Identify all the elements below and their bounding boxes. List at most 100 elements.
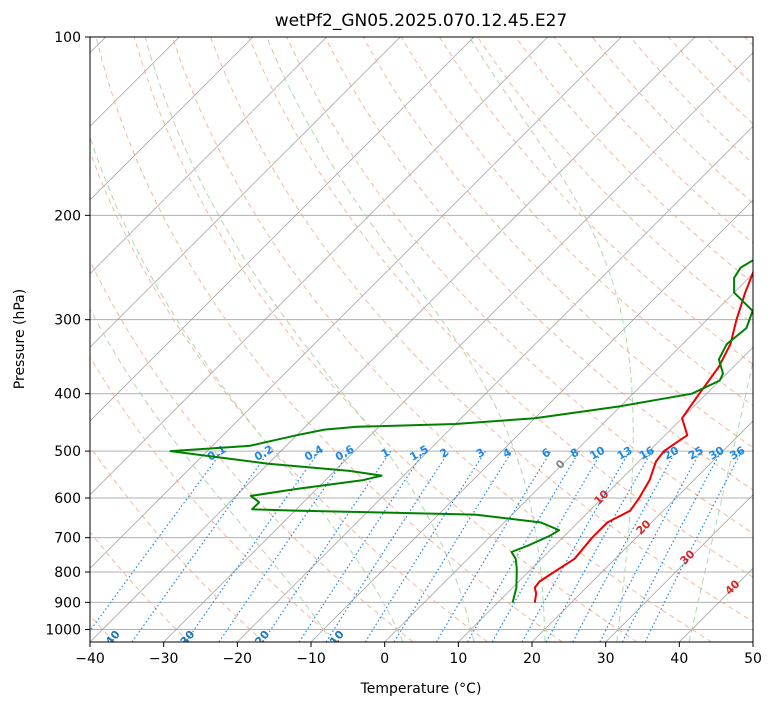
temperature-point [663,450,665,452]
dewpoint-point [529,544,531,546]
isotherm-line [90,37,622,569]
dry-adiabat [286,37,753,534]
mixing-ratio-line [545,450,653,642]
dry-adiabat-label: -40 [100,628,123,652]
dry-adiabat [90,356,339,642]
dewpoint-point [323,429,326,431]
dewpoint-point [348,470,351,472]
mixing-ratio-line [364,450,486,642]
temperature-point [681,417,683,419]
x-tick-label: 40 [670,651,688,667]
dry-adiabat [706,37,753,86]
temperature-point [591,537,593,539]
temperature-point [648,479,651,481]
x-tick-label: 10 [449,651,467,667]
moist-adiabat [469,37,634,642]
mixing-ratio-label: 36 [727,444,747,463]
x-axis-label: Temperature (°C) [360,681,482,697]
mixing-ratio-label: 1 [379,446,392,461]
isotherm-line [163,52,753,642]
temperature-point [638,497,640,499]
temperature-point [686,434,688,436]
dry-adiabat [438,37,753,366]
isotherm-line [90,37,254,201]
isotherm-line [605,494,753,642]
dry-adiabat [515,37,753,284]
x-tick-label: −30 [149,651,179,667]
y-axis-label: Pressure (hPa) [12,289,28,389]
isotherm-line [752,641,753,642]
isotherm-line [90,37,401,348]
temperature-point [756,262,757,263]
mixing-ratio-line [90,450,223,632]
plot-area: 0.10.20.40.611.52346810131620253036-100-… [90,37,775,652]
x-tick-label: 20 [523,651,541,667]
temperature-point [538,580,541,583]
temperature-point [772,239,773,240]
temperature-point [535,593,537,595]
temperature-point [698,393,700,395]
dewpoint-point [549,535,551,537]
dry-adiabat-label: -30 [175,628,198,652]
y-tick-label: 600 [54,491,81,507]
mixing-ratio-line [262,450,392,642]
isotherm-line [384,273,753,642]
dry-adiabat [248,37,753,578]
y-tick-label: 1000 [45,622,81,638]
mixing-ratio-label: 0.1 [205,443,228,464]
mixing-ratio-line [325,450,450,642]
dewpoint-point [474,514,476,516]
temperature-point [574,558,576,560]
y-tick-label: 500 [54,444,81,460]
mixing-ratio-line [644,450,743,642]
isotherm-line [90,37,548,496]
dewpoint-point [296,434,298,436]
y-tick-label: 400 [54,387,81,403]
isotherm-lines [90,37,753,642]
y-tick-label: 100 [54,30,81,46]
dewpoint-point [745,327,748,329]
x-tick-label: 50 [744,651,762,667]
temperature-point [744,292,746,294]
moist-adiabat-lines [90,37,775,642]
isotherm-line [90,37,696,642]
dewpoint-point [726,343,728,345]
moist-adiabat [90,308,333,642]
moist-adiabat [762,37,775,642]
dewpoint-point [740,267,742,269]
moist-adiabat-label: 0 [553,457,568,472]
dry-adiabat-label: -10 [324,628,347,652]
dewpoint-point [515,587,518,589]
dewpoint-point [540,521,542,524]
temperature-point [553,571,555,573]
mixing-ratio-label: 3 [474,446,487,461]
isotherm-line [458,346,753,642]
isotherm-line [679,567,753,642]
mixing-ratio-line [298,450,425,642]
dewpoint-point [381,475,383,477]
y-axis-ticks: 1000 900 800 700 600 500 400 300 200 100 [45,30,90,638]
pressure-gridlines [90,37,753,630]
x-axis-ticks: −40 −30 −20 −10 0 10 20 30 40 50 [75,642,762,667]
dry-adiabat [90,445,264,642]
mixing-ratio-line [572,450,677,642]
temperature-point [534,587,536,589]
moist-adiabat-label: 30 [678,547,698,567]
dewpoint-point [722,373,724,375]
y-tick-label: 800 [54,565,81,581]
dewpoint-point [718,358,720,360]
mixing-ratio-line [185,450,320,642]
dry-adiabat [90,259,414,642]
dewpoint-point [248,445,250,447]
mixing-ratio-label: 0.6 [333,442,357,463]
temperature-point [729,343,732,345]
moist-adiabat-label: 40 [723,577,743,597]
isotherm-line [531,420,753,642]
dewpoint-point [733,292,735,294]
moist-adiabat [90,135,404,642]
dewpoint-point [534,417,536,419]
dewpoint-point [719,379,721,382]
dry-adiabat [90,150,488,642]
moist-adiabat-label: 10 [592,487,612,507]
isotherm-line [90,37,475,422]
